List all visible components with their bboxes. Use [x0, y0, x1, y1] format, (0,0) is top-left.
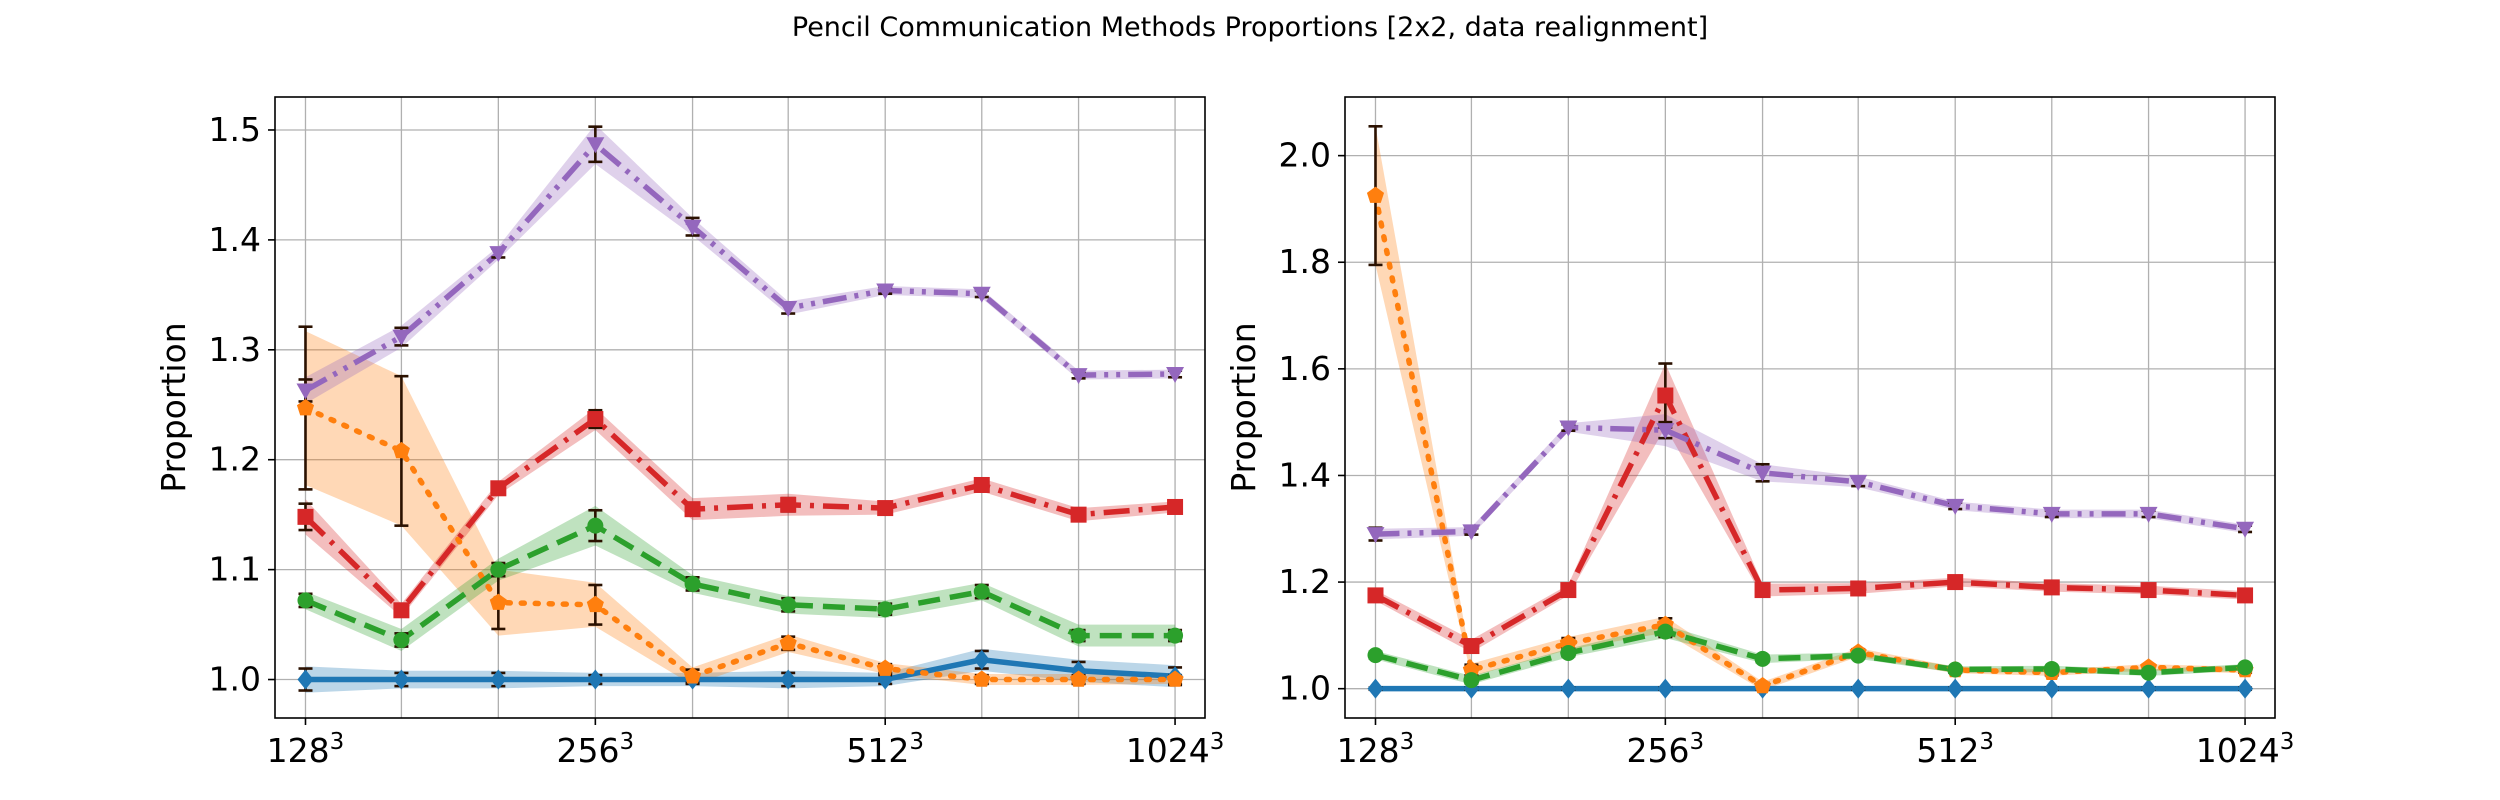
y-tick-label: 1.4: [1279, 455, 1331, 494]
y-tick-label: 2.0: [1279, 136, 1331, 175]
chart-panel-2: 1.0 1.2 1.4 1.6 1.8 2.0 1283 2563 5123 10243 Propo…: [1224, 97, 2294, 770]
series-3-point: [1463, 672, 1479, 688]
x-tick-label: 1283: [267, 729, 345, 770]
series-4-point: [2237, 587, 2253, 603]
series-4-point: [587, 411, 603, 427]
x-tick-label: 5123: [846, 729, 924, 770]
series-3-point: [1560, 645, 1576, 661]
y-tick-label: 1.6: [1279, 349, 1331, 388]
series-4-point: [297, 509, 313, 525]
series-4-point: [1755, 582, 1771, 598]
series-3-point: [780, 597, 796, 613]
series-1-point: [2237, 679, 2253, 699]
x-tick-label: 10243: [2196, 729, 2295, 770]
y-tick-label: 1.0: [209, 660, 261, 699]
series-3-point: [2044, 661, 2060, 677]
y-tick-label: 1.8: [1279, 242, 1331, 281]
series-4-point: [1657, 388, 1673, 404]
series-3-point: [1367, 647, 1383, 663]
series-4-point: [1947, 574, 1963, 590]
series-1-point: [1367, 679, 1383, 699]
series-3-point: [1071, 628, 1087, 644]
series-4-point: [1071, 507, 1087, 523]
series-3-point: [1947, 661, 1963, 677]
series-3-point: [2141, 665, 2157, 681]
y-tick-label: 1.2: [209, 440, 261, 479]
series-4-point: [2044, 579, 2060, 595]
x-tick-label: 5123: [1916, 729, 1994, 770]
y-axis-label: Proportion: [154, 322, 193, 492]
series-3-point: [393, 632, 409, 648]
x-tick-label: 1283: [1337, 729, 1415, 770]
series-1-point: [1947, 679, 1963, 699]
series-4-point: [974, 477, 990, 493]
y-tick-label: 1.2: [1279, 562, 1331, 601]
series-1-point: [587, 670, 603, 690]
x-tick-label: 2563: [1627, 729, 1705, 770]
series-4-point: [1167, 499, 1183, 515]
axes-frame: [1345, 97, 2275, 718]
x-tick-label: 2563: [557, 729, 635, 770]
series-1-point: [1560, 679, 1576, 699]
series-3-point: [1850, 648, 1866, 664]
series-4-point: [490, 480, 506, 496]
x-tick-label: 10243: [1126, 729, 1225, 770]
plot-area: [296, 124, 1184, 692]
series-5-line: [305, 144, 1175, 390]
series-4-point: [1463, 638, 1479, 654]
series-1-point: [2141, 679, 2157, 699]
series-2-point: [973, 671, 990, 687]
series-1-point: [1850, 679, 1866, 699]
series-3-point: [2237, 659, 2253, 675]
chart-panel-1: 1.0 1.1 1.2 1.3 1.4 1.5 1283 2563 5123 10243 Propo…: [154, 97, 1224, 770]
series-4-point: [1367, 587, 1383, 603]
series-4-point: [780, 497, 796, 513]
y-tick-label: 1.3: [209, 330, 261, 369]
series-4-point: [877, 500, 893, 516]
series-4-point: [685, 501, 701, 517]
y-tick-label: 1.4: [209, 220, 261, 259]
series-3-point: [685, 576, 701, 592]
series-5-band: [1375, 414, 2245, 539]
series-3-point: [297, 592, 313, 608]
series-4-point: [393, 602, 409, 618]
series-4-band: [1375, 364, 2245, 653]
series-3-point: [877, 601, 893, 617]
series-3-point: [587, 518, 603, 534]
y-axis-label: Proportion: [1224, 322, 1263, 492]
y-tick-label: 1.0: [1279, 669, 1331, 708]
series-4-line: [1375, 396, 2245, 647]
series-3-point: [490, 562, 506, 578]
series-3-point: [1755, 651, 1771, 667]
y-tick-label: 1.5: [209, 110, 261, 149]
series-2-line: [1375, 196, 2245, 686]
series-1-point: [2044, 679, 2060, 699]
series-4-point: [1850, 580, 1866, 596]
series-3-point: [974, 584, 990, 600]
plot-area: [1366, 126, 2254, 698]
series-4-point: [1560, 582, 1576, 598]
series-4-point: [2141, 582, 2157, 598]
series-3-point: [1167, 628, 1183, 644]
y-tick-label: 1.1: [209, 550, 261, 589]
series-2-band: [1375, 126, 2245, 690]
series-3-point: [1657, 624, 1673, 640]
series-1-point: [1657, 679, 1673, 699]
